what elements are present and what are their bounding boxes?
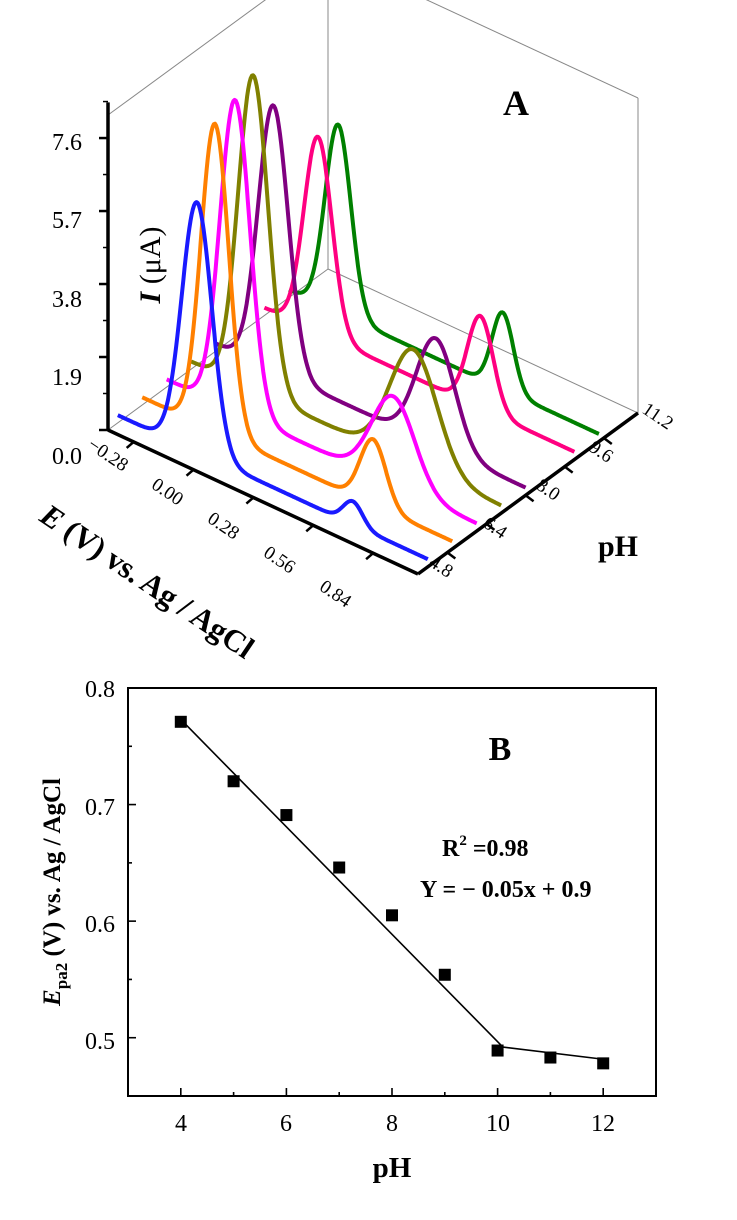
z-axis-label-unit: (μA): [134, 227, 167, 292]
series-line-ph-8: [214, 103, 527, 490]
panel-b-points: [174, 715, 610, 1070]
z-tick-label: 5.7: [52, 208, 82, 234]
panel-a-z-ticks: 0.0 1.9 3.8 5.7 7.6: [52, 130, 82, 470]
fit-line: [180, 718, 504, 1048]
x-tick-label: 6: [280, 1111, 292, 1137]
x-tick-label: 4: [175, 1111, 187, 1137]
r2-value: =0.98: [467, 836, 529, 862]
series-line-ph-6: [165, 97, 478, 526]
z-axis-label: I (μA): [134, 227, 167, 305]
panel-a-axes: [99, 100, 640, 576]
x-tick-mark: [125, 440, 135, 449]
series-line-ph-10: [263, 134, 576, 454]
panel-a-series-lines: [117, 73, 600, 561]
y-tick-label: 11.2: [638, 399, 677, 435]
x-tick-label: 0.00: [148, 474, 187, 510]
y-tick-label: 6.4: [479, 513, 511, 544]
series-line-ph-7: [190, 73, 502, 508]
y-tick-label: 0.8: [85, 677, 115, 703]
x-tick-label: 0.56: [260, 542, 299, 578]
z-tick-label: 1.9: [52, 365, 82, 391]
y-label-symbol: E: [39, 989, 66, 1007]
y-axis-label: pH: [598, 530, 638, 563]
r2-annotation: R2 =0.98: [442, 833, 529, 862]
y-tick-label: 0.5: [85, 1029, 115, 1055]
panel-a-y-ticks: 4.8 6.4 8.0 9.6 11.2: [425, 399, 677, 583]
series-line-ph-5: [141, 121, 454, 544]
y-tick-mark: [524, 494, 535, 503]
data-point-ph-12: [597, 1057, 610, 1070]
z-tick-label: 7.6: [52, 130, 82, 156]
panel-b: 4 6 8 10 12 0.5 0.6 0.7 0.8 pH Epa2 (V) …: [39, 677, 657, 1184]
x-axis-line: [107, 428, 419, 576]
data-point-ph-7: [333, 861, 346, 874]
y-tick-label: 9.6: [585, 437, 616, 468]
panel-b-y-axis-label: Epa2 (V) vs. Ag / AgCl: [39, 778, 71, 1007]
x-tick-label: 0.28: [204, 508, 243, 544]
x-tick-mark: [245, 496, 255, 505]
y-tick-label: 0.6: [85, 912, 115, 938]
r2-superscript: 2: [459, 833, 467, 849]
panel-b-ticks: [127, 687, 657, 1097]
fit-equation: Y = − 0.05x + 0.9: [420, 877, 591, 903]
series-line-ph-11: [288, 122, 600, 436]
panel-b-x-tick-labels: 4 6 8 10 12: [175, 1111, 615, 1137]
x-tick-label: −0.28: [84, 434, 132, 476]
y-tick-mark: [603, 437, 613, 446]
y-label-rest: (V) vs. Ag / AgCl: [39, 778, 66, 963]
data-point-ph-9: [438, 968, 451, 981]
x-tick-label: 0.84: [316, 576, 356, 612]
data-point-ph-10: [491, 1044, 504, 1057]
z-tick-label: 3.8: [52, 287, 82, 313]
panel-a: A 0.0 1.9 3.8 5.7 7.6 I (μA) −0.28 0.00 …: [33, 0, 677, 666]
x-tick-label: 8: [386, 1111, 398, 1137]
floor-right-edge: [327, 268, 639, 414]
x-tick-mark: [305, 524, 315, 533]
back-top-edge: [107, 0, 266, 116]
x-tick-label: 12: [591, 1111, 615, 1137]
z-tick-label: 0.0: [52, 444, 82, 470]
x-tick-mark: [365, 552, 374, 561]
data-point-ph-4: [174, 715, 187, 728]
series-line-ph-4: [117, 200, 429, 561]
y-tick-mark: [446, 551, 457, 560]
data-point-ph-6: [280, 809, 293, 822]
data-point-ph-8: [386, 909, 398, 922]
right-top-edge: [425, 0, 639, 99]
data-point-ph-5: [227, 775, 240, 788]
data-point-ph-11: [544, 1051, 557, 1064]
z-axis-label-symbol: I: [134, 290, 167, 304]
panel-b-label: B: [489, 731, 512, 768]
panel-a-label: A: [503, 83, 529, 123]
x-tick-label: 10: [486, 1111, 510, 1137]
y-tick-label: 0.7: [85, 795, 115, 821]
y-tick-mark: [563, 465, 574, 474]
y-label-subscript: pa2: [52, 963, 71, 989]
r2-base: R: [442, 836, 460, 862]
y-tick-label: 8.0: [532, 475, 563, 506]
x-tick-mark: [185, 468, 195, 477]
panel-b-y-tick-labels: 0.5 0.6 0.7 0.8: [85, 677, 115, 1055]
y-tick-mark: [485, 522, 496, 531]
panel-b-x-axis-label: pH: [373, 1152, 412, 1184]
y-axis-line: [416, 411, 640, 576]
